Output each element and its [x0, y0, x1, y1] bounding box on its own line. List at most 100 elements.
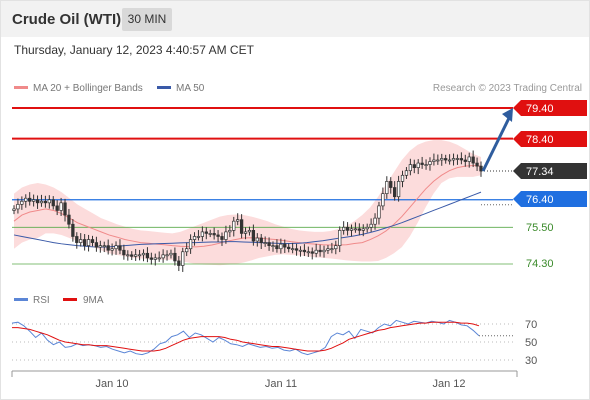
candle-body	[224, 231, 228, 240]
candle-body	[28, 197, 32, 202]
candle-body	[20, 200, 24, 205]
candle-body	[279, 243, 283, 250]
candle-body	[338, 230, 342, 246]
candle-body	[275, 245, 279, 250]
candle-body	[287, 246, 291, 250]
candle-body	[110, 248, 114, 251]
credit-label: Research © 2023 Trading Central	[433, 83, 582, 94]
candle-body	[432, 159, 436, 162]
support-label-1: 75.50	[526, 222, 554, 234]
candle-body	[35, 199, 40, 204]
candle-body	[228, 230, 232, 233]
candle-body	[181, 251, 185, 266]
candle-body	[475, 162, 479, 167]
candle-body	[424, 164, 428, 166]
rsi-ma-line	[12, 321, 480, 352]
candle-body	[357, 228, 361, 231]
candle-body	[283, 243, 287, 248]
candle-body	[102, 245, 106, 247]
x-tick-jan10: Jan 10	[95, 378, 128, 390]
candle-body	[196, 236, 201, 238]
candle-body	[220, 236, 224, 240]
chart-header: Crude Oil (WTI) 30 MIN	[1, 1, 589, 37]
candle-body	[192, 236, 197, 240]
candle-body	[365, 226, 369, 230]
candle-body	[188, 239, 193, 250]
candle-body	[200, 231, 205, 237]
candle-body	[75, 236, 79, 243]
timeframe-button[interactable]: 30 MIN	[122, 8, 172, 31]
timestamp: Thursday, January 12, 2023 4:40:57 AM CE…	[14, 43, 254, 57]
rsi-legend-label: RSI	[33, 295, 50, 306]
candle-body	[185, 248, 189, 253]
ma50-line	[13, 191, 482, 248]
candle-body	[157, 257, 161, 260]
candle-body	[243, 231, 248, 234]
rsi-legend-swatch	[14, 298, 28, 301]
candle-body	[67, 214, 71, 225]
candle-body	[451, 158, 456, 161]
candle-body	[416, 162, 420, 168]
candle-body	[396, 181, 401, 198]
candle-body	[263, 242, 267, 244]
candle-body	[393, 187, 397, 198]
candle-body	[24, 197, 28, 202]
candle-body	[353, 228, 358, 231]
candle-body	[385, 181, 389, 194]
candle-body	[149, 257, 154, 260]
ma20-legend-swatch	[14, 86, 28, 89]
candle-body	[290, 248, 295, 251]
candle-body	[463, 159, 467, 162]
ma50-legend-swatch	[157, 86, 171, 89]
pivot-label: 76.40	[526, 194, 554, 206]
candle-body	[447, 159, 452, 162]
candle-body	[349, 228, 354, 231]
candle-body	[82, 239, 87, 246]
candle-body	[404, 170, 409, 176]
candle-body	[408, 164, 413, 172]
candle-body	[236, 219, 240, 222]
candle-body	[314, 249, 318, 254]
candle-body	[345, 226, 350, 231]
candle-body	[161, 254, 165, 259]
candle-body	[86, 239, 91, 246]
candle-body	[377, 205, 381, 219]
candle-body	[165, 254, 169, 257]
candle-body	[334, 245, 338, 250]
candle-body	[420, 162, 424, 165]
candle-body	[369, 223, 373, 228]
ma20-legend-label: MA 20 + Bollinger Bands	[33, 83, 143, 94]
candle-body	[428, 161, 432, 165]
candle-plot	[12, 107, 513, 272]
candle-body	[310, 251, 314, 254]
candle-body	[173, 252, 177, 262]
candle-body	[31, 199, 36, 202]
candle-body	[51, 199, 55, 207]
rsi-tick-50: 50	[525, 337, 537, 349]
candle-body	[130, 254, 134, 257]
candle-body	[153, 257, 157, 260]
candle-body	[90, 239, 95, 243]
candle-body	[114, 245, 118, 250]
ma20-line	[13, 165, 482, 248]
candle-body	[12, 208, 16, 211]
candle-body	[239, 219, 244, 234]
resistance-label-1: 79.40	[526, 103, 554, 115]
candle-body	[47, 199, 51, 204]
candle-body	[43, 200, 48, 204]
rsi-line	[11, 319, 480, 356]
candle-body	[455, 158, 460, 160]
candle-body	[318, 249, 322, 253]
candle-body	[341, 226, 346, 231]
candle-body	[134, 254, 138, 257]
pivot-tag	[513, 191, 587, 207]
rsi-ma-legend-swatch	[63, 298, 77, 301]
candle-body	[294, 248, 299, 251]
support-label-2: 74.30	[526, 258, 554, 270]
candle-body	[59, 202, 63, 211]
candle-body	[471, 156, 475, 164]
rsi-tick-70: 70	[525, 319, 537, 331]
candle-body	[271, 245, 275, 247]
candle-body	[330, 248, 334, 251]
